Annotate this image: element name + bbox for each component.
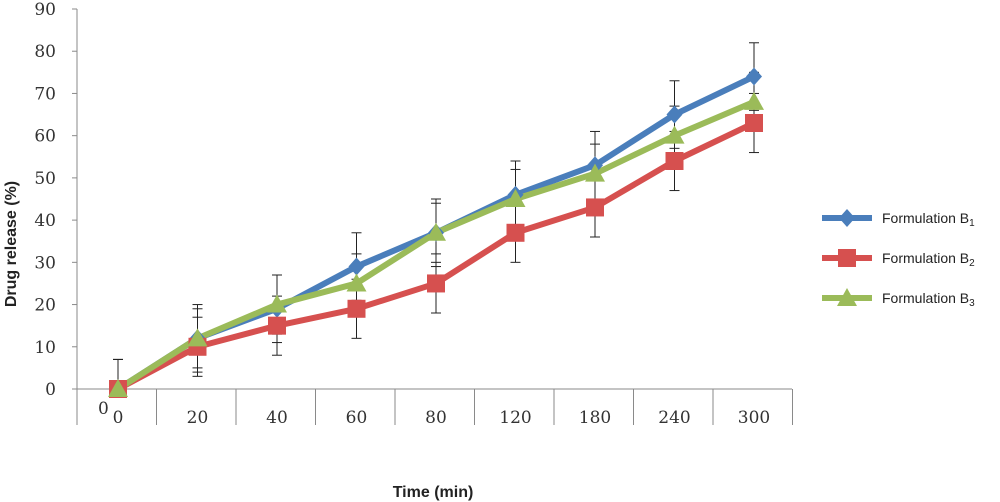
y-tick-label: 60 <box>34 127 56 147</box>
x-tick-label: 240 <box>658 408 690 428</box>
y-tick-label: 10 <box>34 338 56 358</box>
axes <box>72 8 793 425</box>
data-point-series-2 <box>347 299 366 318</box>
x-tick-label: 180 <box>579 408 611 428</box>
data-point-series-3 <box>664 125 685 144</box>
data-point-series-2 <box>506 223 525 242</box>
x-axis-title: Time (min) <box>393 484 474 501</box>
legend-label: Formulation B1 <box>882 210 975 229</box>
data-point-series-3 <box>505 189 526 207</box>
legend-marker <box>837 288 857 306</box>
data-point-series-3 <box>267 294 287 313</box>
legend-marker <box>838 249 856 267</box>
y-tick-label: 70 <box>34 84 56 104</box>
data-point-series-3 <box>585 163 605 182</box>
data-point-series-2 <box>586 198 604 217</box>
data-point-series-1 <box>348 257 365 276</box>
x-tick-label: 300 <box>738 408 770 428</box>
y-tick-label: 20 <box>34 296 56 316</box>
legend-item-2: Formulation B2 <box>822 249 975 269</box>
y-tick-label: 40 <box>34 211 56 231</box>
y-tick-label: 90 <box>34 0 56 20</box>
data-point-series-1 <box>666 105 683 124</box>
x-tick-label: 40 <box>266 408 288 428</box>
y-tick-labels: 0 10 20 30 40 50 60 70 80 90 <box>34 0 56 400</box>
data-point-series-2 <box>268 316 286 335</box>
x-tick-label: 120 <box>499 408 531 428</box>
legend-subscript: 2 <box>969 258 975 269</box>
y-axis-title: Drug release (%) <box>3 181 20 307</box>
y-tick-label: 0 <box>45 380 56 400</box>
data-point-series-2 <box>665 152 684 170</box>
legend-marker <box>839 209 855 227</box>
x-tick-label: 60 <box>346 408 368 428</box>
legend-subscript: 1 <box>969 218 975 229</box>
data-point-series-1 <box>746 67 762 86</box>
data-point-series-2 <box>427 274 445 293</box>
data-point-series-3 <box>744 91 764 110</box>
legend: Formulation B1 Formulation B2 Formulation … <box>822 209 975 309</box>
legend-item-1: Formulation B1 <box>822 209 975 229</box>
y-tick-label: 50 <box>34 169 56 189</box>
data-point-series-3 <box>346 273 367 292</box>
series-markers <box>108 67 764 398</box>
x-tick-label: 0 <box>113 408 124 428</box>
x-tick-label: 80 <box>425 408 447 428</box>
data-point-series-3 <box>187 328 208 347</box>
legend-subscript: 3 <box>969 298 975 309</box>
error-bars <box>113 42 759 390</box>
data-point-series-2 <box>745 114 763 132</box>
legend-item-3: Formulation B3 <box>822 288 975 309</box>
data-point-series-3 <box>426 222 446 241</box>
y-tick-label: 30 <box>34 253 56 273</box>
x-origin-label: 0 <box>98 399 109 419</box>
data-point-series-3 <box>108 379 128 397</box>
legend-label: Formulation B2 <box>882 250 975 269</box>
x-tick-labels: 0 20 40 60 80 120 180 240 300 <box>113 408 771 428</box>
x-tick-label: 20 <box>187 408 209 428</box>
y-tick-label: 80 <box>34 42 56 62</box>
legend-label: Formulation B3 <box>882 290 975 309</box>
